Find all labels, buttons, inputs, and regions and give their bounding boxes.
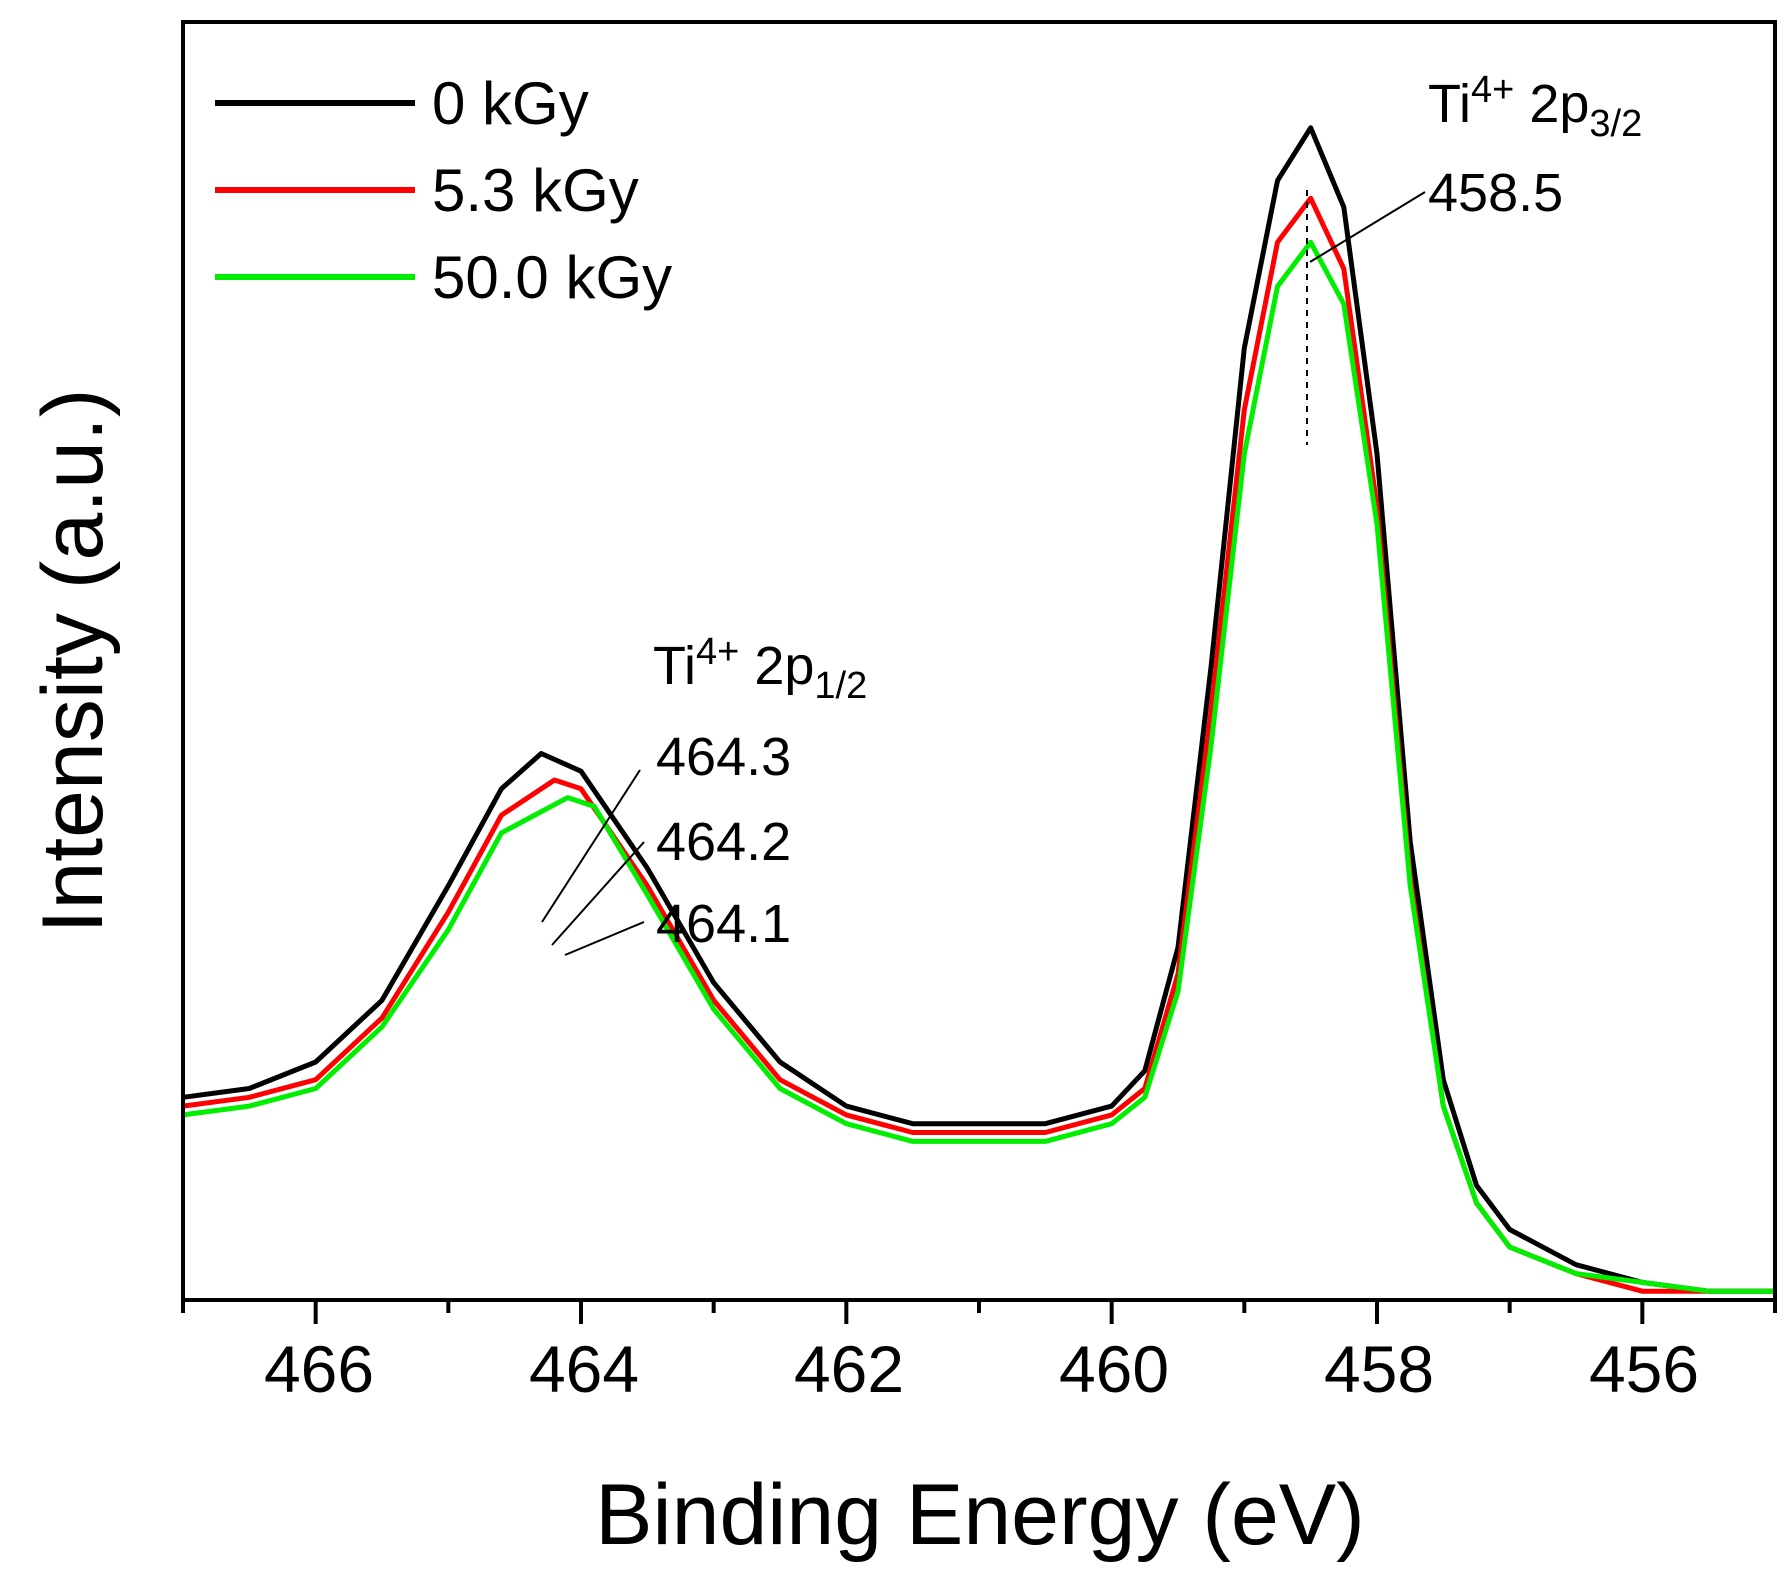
x-tick-label: 466 <box>264 1332 374 1406</box>
legend-label-5kgy: 5.3 kGy <box>432 157 639 224</box>
annotation-leader <box>541 769 641 923</box>
annotation-value-464-2: 464.2 <box>656 812 791 872</box>
annotation-value-2p32: 458.5 <box>1428 163 1563 223</box>
x-tick-label: 456 <box>1589 1332 1699 1406</box>
legend-label-50kgy: 50.0 kGy <box>432 244 672 311</box>
series-line-2 <box>182 239 1775 1294</box>
annotation-value-464-1: 464.1 <box>656 894 791 954</box>
annotation-2p12: Ti4+ 2p1/2 464.3 464.2 464.1 <box>541 631 867 956</box>
x-tick-label: 462 <box>794 1332 904 1406</box>
annotation-title-2p32: Ti4+ 2p3/2 <box>1428 69 1642 145</box>
y-axis-title: Intensity (a.u.) <box>25 389 121 934</box>
x-tick-label: 460 <box>1059 1332 1169 1406</box>
annotation-leader <box>551 841 645 946</box>
annotation-leader <box>1309 191 1426 263</box>
annotation-title-2p12: Ti4+ 2p1/2 <box>653 631 867 707</box>
annotation-leader <box>564 921 645 956</box>
x-ticks <box>181 1300 1777 1324</box>
x-tick-label: 458 <box>1324 1332 1434 1406</box>
series-line-1 <box>182 195 1775 1294</box>
legend: 0 kGy 5.3 kGy 50.0 kGy <box>215 70 672 311</box>
annotation-2p32: Ti4+ 2p3/2 458.5 <box>1306 69 1642 445</box>
x-axis-title: Binding Energy (eV) <box>595 1467 1365 1563</box>
legend-label-0kgy: 0 kGy <box>432 70 589 137</box>
series-layer <box>182 125 1775 1294</box>
series-line-0 <box>182 125 1775 1294</box>
annotation-value-464-3: 464.3 <box>656 727 791 787</box>
x-tick-label: 464 <box>529 1332 639 1406</box>
